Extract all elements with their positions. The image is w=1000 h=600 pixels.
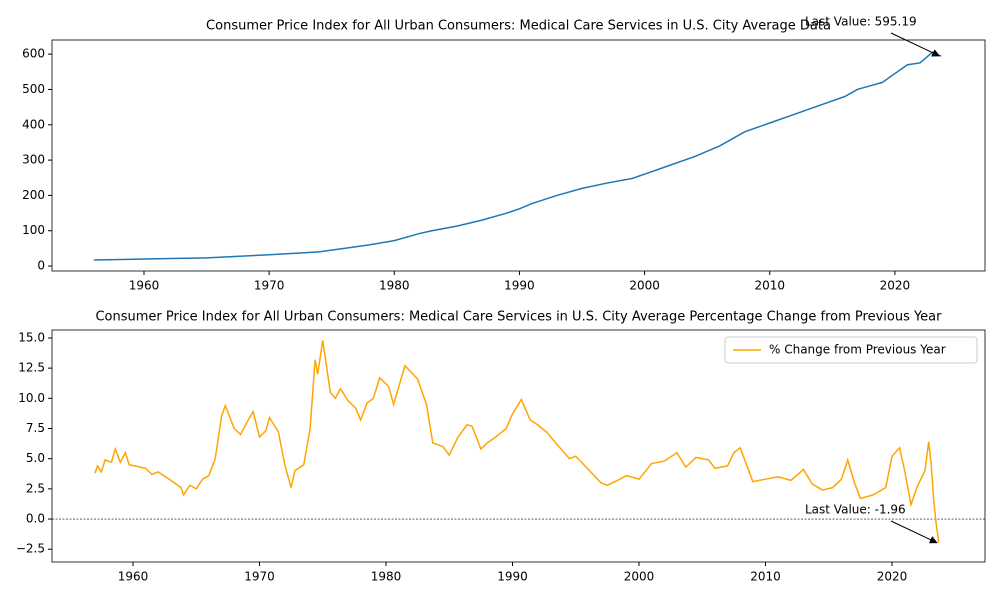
x-tick-label: 2000 bbox=[624, 570, 655, 584]
y-tick-label: 500 bbox=[22, 82, 45, 96]
annotation: Last Value: 595.19 bbox=[805, 15, 917, 29]
x-tick-label: 1980 bbox=[379, 279, 410, 293]
y-tick-label: 12.5 bbox=[18, 361, 45, 375]
x-tick-label: 1970 bbox=[244, 570, 275, 584]
data-line bbox=[93, 51, 942, 261]
legend-box bbox=[724, 336, 978, 364]
x-tick-label: 1990 bbox=[497, 570, 528, 584]
x-tick-label: 2000 bbox=[629, 279, 660, 293]
x-tick-label: 1980 bbox=[371, 570, 402, 584]
x-tick-label: 2020 bbox=[880, 279, 911, 293]
y-tick-label: 5.0 bbox=[26, 451, 45, 465]
plot-frame bbox=[51, 329, 986, 563]
y-tick-label: 10.0 bbox=[18, 391, 45, 405]
y-tick-label: 200 bbox=[22, 188, 45, 202]
y-tick-label: 7.5 bbox=[26, 421, 45, 435]
y-tick-label: 0.0 bbox=[26, 512, 45, 526]
x-tick-label: 1990 bbox=[504, 279, 535, 293]
chart-title: Consumer Price Index for All Urban Consu… bbox=[95, 310, 942, 325]
y-tick-label: 15.0 bbox=[18, 330, 45, 344]
x-tick-label: 2010 bbox=[750, 570, 781, 584]
y-tick-label: −2.5 bbox=[16, 542, 45, 556]
y-tick-label: 400 bbox=[22, 117, 45, 131]
data-line bbox=[94, 340, 940, 543]
x-tick-label: 1960 bbox=[129, 279, 160, 293]
y-tick-label: 100 bbox=[22, 223, 45, 237]
y-tick-label: 600 bbox=[22, 47, 45, 61]
legend-label: % Change from Previous Year bbox=[769, 343, 946, 357]
annotation-arrow bbox=[890, 520, 938, 544]
x-tick-label: 2010 bbox=[754, 279, 785, 293]
chart-title: Consumer Price Index for All Urban Consu… bbox=[206, 19, 831, 34]
annotation: Last Value: -1.96 bbox=[805, 503, 906, 517]
annotation-arrow bbox=[890, 32, 941, 57]
y-tick-label: 300 bbox=[22, 153, 45, 167]
y-tick-label: 0 bbox=[37, 259, 45, 273]
plot-frame bbox=[51, 39, 986, 272]
x-tick-label: 2020 bbox=[877, 570, 908, 584]
x-tick-label: 1970 bbox=[254, 279, 285, 293]
y-tick-label: 2.5 bbox=[26, 481, 45, 495]
x-tick-label: 1960 bbox=[118, 570, 149, 584]
